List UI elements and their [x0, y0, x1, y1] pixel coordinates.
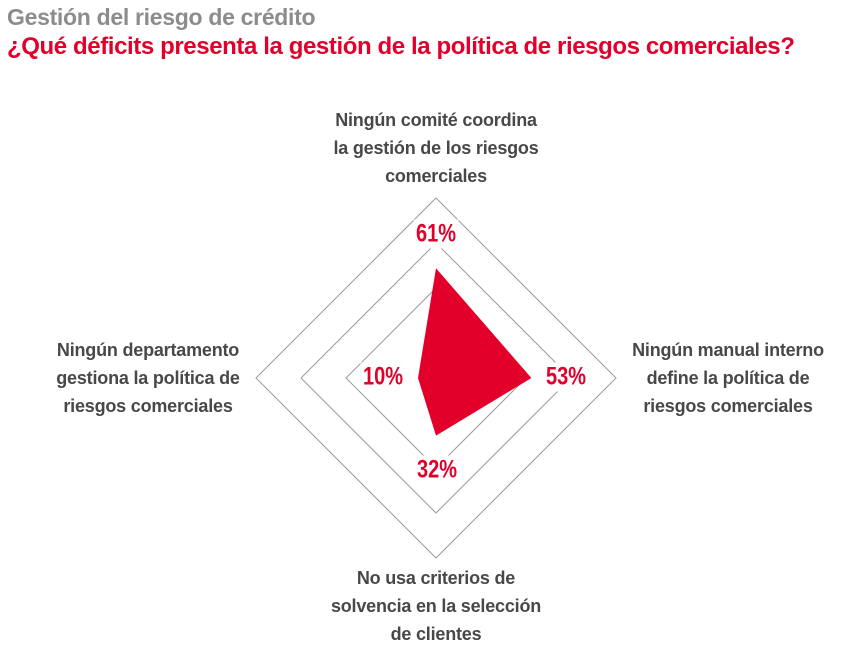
- axis-label-line: de clientes: [390, 624, 482, 644]
- axis-label-line: comerciales: [385, 166, 487, 186]
- value-label-bottom: 32%: [414, 455, 460, 485]
- axis-label-top: Ningún comité coordina la gestión de los…: [276, 106, 596, 190]
- axis-label-right: Ningún manual interno define la política…: [617, 336, 839, 420]
- axis-label-line: riesgos comerciales: [63, 396, 233, 416]
- axis-label-line: Ningún departamento: [56, 340, 240, 360]
- axis-label-line: define la política de: [646, 368, 810, 388]
- grid-ring: [300, 242, 572, 514]
- axis-label-line: riesgos comerciales: [643, 396, 813, 416]
- axis-label-bottom: No usa criterios de solvencia en la sele…: [276, 564, 596, 648]
- axis-label-line: No usa criterios de: [356, 568, 516, 588]
- axis-label-line: solvencia en la selección: [330, 596, 542, 616]
- page-title: Gestión del riesgo de crédito: [7, 4, 316, 30]
- axis-label-line: gestiona la política de: [56, 368, 240, 388]
- axis-label-line: Ningún manual interno: [632, 340, 824, 360]
- value-label-left: 10%: [360, 362, 406, 392]
- axis-label-line: Ningún comité coordina: [335, 110, 537, 130]
- data-polygon: [418, 268, 532, 436]
- value-label-top: 61%: [413, 219, 459, 249]
- axis-label-line: la gestión de los riesgos: [333, 138, 539, 158]
- page-subtitle: ¿Qué déficits presenta la gestión de la …: [7, 33, 795, 60]
- grid-ring: [255, 197, 617, 559]
- value-label-right: 53%: [543, 362, 589, 392]
- axis-label-left: Ningún departamento gestiona la política…: [38, 336, 258, 420]
